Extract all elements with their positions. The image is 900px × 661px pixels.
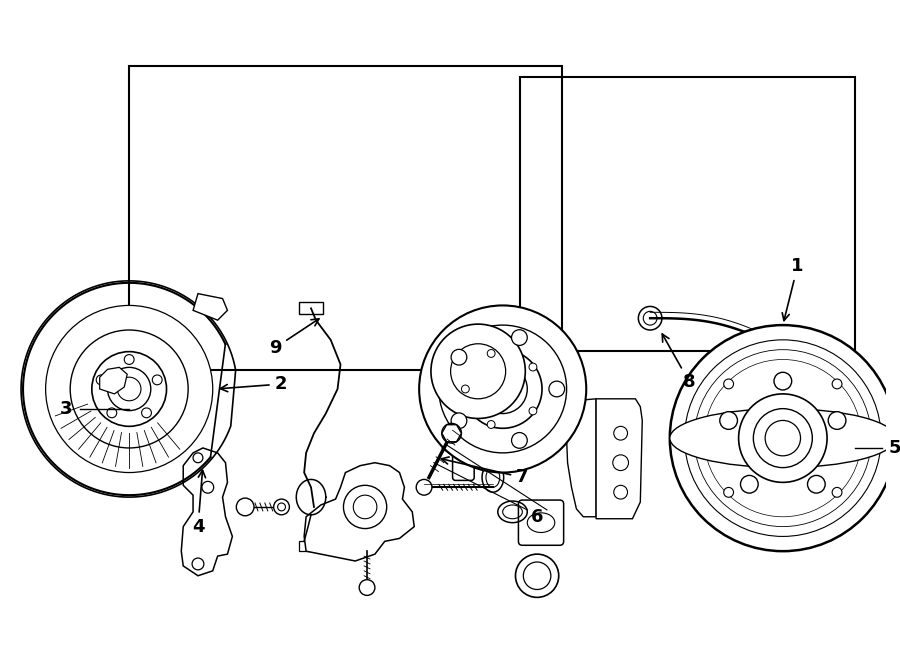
Circle shape — [107, 368, 151, 410]
Circle shape — [344, 485, 387, 529]
Text: 4: 4 — [192, 470, 205, 535]
Circle shape — [511, 330, 527, 346]
FancyBboxPatch shape — [453, 426, 474, 481]
Circle shape — [487, 420, 495, 428]
Text: 7: 7 — [441, 457, 528, 486]
Circle shape — [549, 381, 564, 397]
Circle shape — [237, 498, 254, 516]
Polygon shape — [714, 399, 760, 519]
Circle shape — [774, 372, 792, 390]
Polygon shape — [567, 399, 596, 517]
Circle shape — [455, 420, 472, 436]
Circle shape — [753, 408, 813, 467]
Circle shape — [695, 350, 871, 527]
Circle shape — [685, 340, 881, 537]
Circle shape — [511, 432, 527, 448]
Circle shape — [439, 325, 567, 453]
Circle shape — [516, 554, 559, 598]
Text: 2: 2 — [220, 375, 287, 393]
Bar — [299, 303, 323, 314]
Circle shape — [431, 324, 526, 418]
Polygon shape — [596, 399, 643, 519]
Circle shape — [828, 412, 846, 430]
Circle shape — [529, 363, 536, 371]
Circle shape — [451, 413, 467, 428]
Circle shape — [487, 350, 495, 358]
Circle shape — [720, 412, 737, 430]
Circle shape — [451, 344, 506, 399]
Bar — [299, 541, 317, 551]
Circle shape — [419, 305, 586, 473]
Circle shape — [704, 360, 861, 517]
Circle shape — [741, 475, 758, 493]
Text: 1: 1 — [782, 257, 804, 321]
Circle shape — [807, 475, 825, 493]
Circle shape — [739, 394, 827, 483]
Circle shape — [529, 407, 536, 415]
Circle shape — [724, 379, 733, 389]
Circle shape — [765, 420, 800, 456]
Circle shape — [117, 377, 141, 401]
Circle shape — [359, 580, 375, 596]
Circle shape — [462, 385, 469, 393]
Circle shape — [832, 379, 842, 389]
Circle shape — [478, 364, 527, 414]
Polygon shape — [685, 399, 714, 517]
Polygon shape — [304, 463, 414, 561]
Circle shape — [670, 325, 896, 551]
Circle shape — [638, 307, 662, 330]
FancyBboxPatch shape — [518, 500, 563, 545]
Circle shape — [832, 487, 842, 497]
Text: 8: 8 — [662, 334, 696, 391]
Circle shape — [464, 350, 542, 428]
Polygon shape — [194, 293, 228, 320]
Circle shape — [274, 499, 290, 515]
Bar — [130, 65, 562, 370]
Circle shape — [416, 479, 432, 495]
Circle shape — [92, 352, 166, 426]
Text: 5: 5 — [889, 439, 900, 457]
Polygon shape — [181, 448, 232, 576]
Text: 6: 6 — [531, 508, 544, 525]
Text: 3: 3 — [59, 400, 72, 418]
Circle shape — [724, 487, 733, 497]
Circle shape — [451, 350, 467, 365]
Polygon shape — [100, 368, 127, 394]
Circle shape — [46, 305, 212, 473]
Bar — [520, 77, 855, 350]
Polygon shape — [442, 425, 462, 442]
Ellipse shape — [670, 408, 896, 467]
Circle shape — [442, 424, 462, 443]
Text: 9: 9 — [269, 319, 319, 357]
Circle shape — [70, 330, 188, 448]
Circle shape — [797, 354, 817, 374]
